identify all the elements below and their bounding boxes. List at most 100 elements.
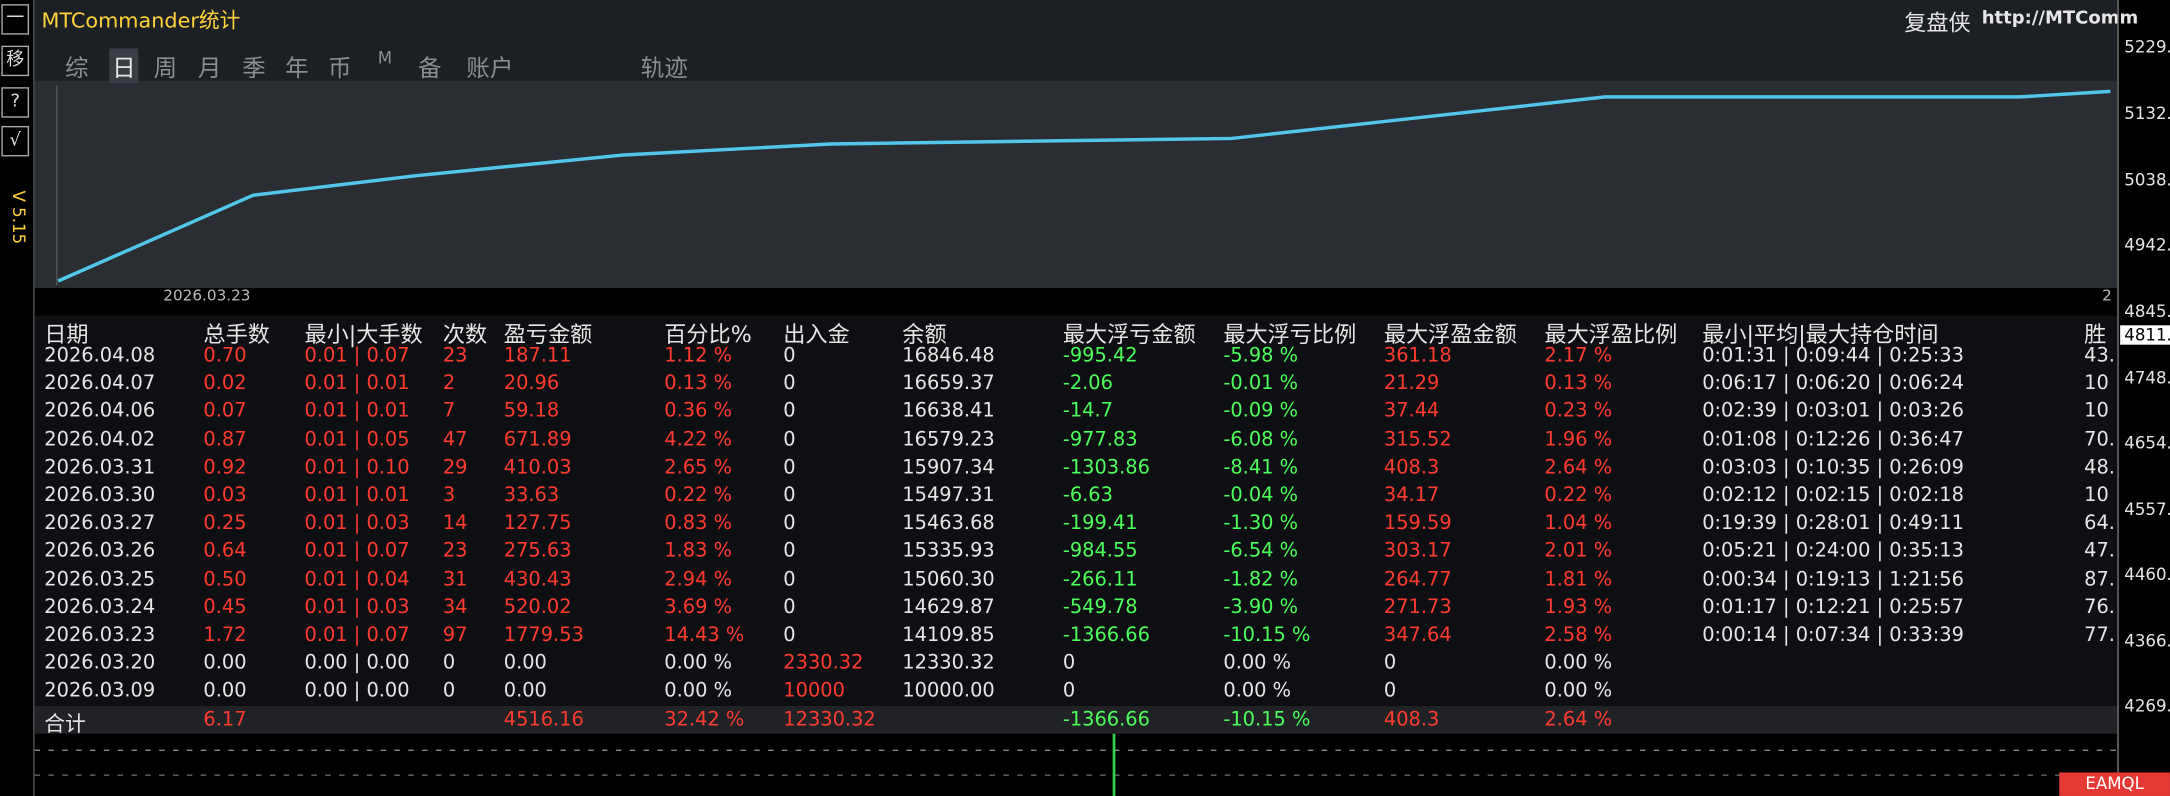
table-cell: -266.11 <box>1062 568 1138 591</box>
table-cell: 2.58 % <box>1544 624 1613 647</box>
table-cell: -1366.66 <box>1062 624 1150 647</box>
table-cell: 2026.03.27 <box>44 512 156 535</box>
price-label: 4811. <box>2120 325 2170 345</box>
side-button[interactable]: 移 <box>1 45 30 77</box>
table-cell: 0 <box>783 428 796 451</box>
column-header: 余额 <box>902 321 947 348</box>
equity-line <box>57 89 2111 283</box>
table-cell: 7 <box>442 400 456 423</box>
table-cell: 34.17 <box>1383 484 1440 507</box>
table-cell: 0.00 <box>203 652 247 675</box>
table-cell: 0 <box>783 400 796 423</box>
table-cell: -984.55 <box>1062 540 1138 563</box>
table-cell: 16659.37 <box>902 372 995 395</box>
table-cell: 0.87 <box>203 428 247 451</box>
table-cell: 0.01 | 0.04 <box>304 568 410 591</box>
table-cell: 347.64 <box>1383 624 1452 647</box>
table-cell: 2026.04.08 <box>44 344 156 367</box>
table-cell: 0 <box>783 512 796 535</box>
column-header: 最大浮亏金额 <box>1062 321 1196 348</box>
table-cell: 48. <box>2084 456 2115 479</box>
tab[interactable]: 轨迹 <box>640 55 688 84</box>
table-cell: 2026.03.20 <box>44 652 156 675</box>
price-label: 5229. <box>2124 37 2170 57</box>
tab[interactable]: M <box>377 48 393 68</box>
table-cell: -14.7 <box>1062 400 1113 423</box>
table-cell: 16846.48 <box>902 344 995 367</box>
table-cell: 0 <box>783 484 796 507</box>
column-header: 最大浮亏比例 <box>1223 321 1357 348</box>
price-label: 4269. <box>2124 696 2170 716</box>
table-cell: 15907.34 <box>902 456 995 479</box>
total-cell: 12330.32 <box>783 708 876 731</box>
price-label: 4942. <box>2124 235 2170 255</box>
tab[interactable]: 周 <box>153 55 178 84</box>
table-cell: 0.23 % <box>1544 400 1613 423</box>
table-cell: 31 <box>442 568 468 591</box>
table-cell: 0.01 | 0.07 <box>304 540 410 563</box>
table-cell: 187.11 <box>503 344 572 367</box>
tab[interactable]: 年 <box>285 55 309 84</box>
table-cell: 0.00 % <box>1544 652 1613 675</box>
axis-line <box>2117 0 2119 796</box>
table-cell: 0:00:34 | 0:19:13 | 1:21:56 <box>1702 568 1964 591</box>
table-cell: 0.70 <box>203 344 247 367</box>
table-cell: 0.92 <box>203 456 247 479</box>
table-cell: 1.93 % <box>1544 596 1613 619</box>
table-cell: -0.01 % <box>1223 372 1299 395</box>
brand: 复盘侠 <box>1904 9 1971 36</box>
table-cell: 0:06:17 | 0:06:20 | 0:06:24 <box>1702 372 1964 395</box>
table-cell: 87. <box>2084 568 2115 591</box>
tab[interactable]: 季 <box>242 55 266 84</box>
column-header: 百分比% <box>664 321 752 348</box>
table-cell: 2026.03.09 <box>44 680 156 703</box>
bottom-strip <box>34 733 2118 796</box>
table-cell: 0:02:12 | 0:02:15 | 0:02:18 <box>1702 484 1964 507</box>
table-cell: 14 <box>442 512 468 535</box>
total-cell: 合计 <box>44 711 86 737</box>
side-button[interactable]: ? <box>1 87 30 118</box>
table-cell: 16638.41 <box>902 400 995 423</box>
version: V 5.15 <box>8 190 29 245</box>
side-strip <box>0 0 35 796</box>
table-cell: 10 <box>2084 400 2109 423</box>
column-header: 最小|平均|最大持仓时间 <box>1702 321 1939 348</box>
table-cell: 0.01 | 0.01 <box>304 372 410 395</box>
table-cell: 37.44 <box>1383 400 1440 423</box>
column-header: 盈亏金额 <box>503 321 593 348</box>
table-cell: -6.08 % <box>1223 428 1299 451</box>
table-cell: 0.83 % <box>664 512 732 535</box>
table-cell: 1.96 % <box>1544 428 1613 451</box>
tab[interactable]: 备 <box>417 55 442 84</box>
tab[interactable]: 综 <box>65 55 89 84</box>
table-cell: 97 <box>442 624 468 647</box>
tab[interactable]: 日 <box>109 48 139 84</box>
table-cell: 0.13 % <box>664 372 732 395</box>
table-cell: 15497.31 <box>902 484 995 507</box>
tab[interactable]: 账户 <box>466 55 514 84</box>
table-cell: 264.77 <box>1383 568 1452 591</box>
table-bg <box>34 315 2118 734</box>
tab[interactable]: 币 <box>327 55 352 84</box>
column-header: 最小|大手数 <box>304 321 423 348</box>
table-cell: 2026.03.23 <box>44 624 156 647</box>
tab[interactable]: 月 <box>197 55 222 84</box>
table-cell: 2026.03.30 <box>44 484 156 507</box>
side-button[interactable]: √ <box>1 125 30 157</box>
table-cell: 1.72 <box>203 624 247 647</box>
table-cell: 0.25 <box>203 512 247 535</box>
table-cell: 14629.87 <box>902 596 995 619</box>
table-cell: 0.00 % <box>1223 652 1292 675</box>
table-cell: 0:05:21 | 0:24:00 | 0:35:13 <box>1702 540 1964 563</box>
table-cell: -1.30 % <box>1223 512 1299 535</box>
table-cell: 29 <box>442 456 468 479</box>
table-cell: -199.41 <box>1062 512 1138 535</box>
table-cell: 520.02 <box>503 596 572 619</box>
price-label: 4845. <box>2124 301 2170 322</box>
table-cell: 0.00 | 0.00 <box>304 680 410 703</box>
side-button[interactable]: 一 <box>1 4 30 35</box>
column-header: 次数 <box>442 321 488 348</box>
table-cell: 59.18 <box>503 400 560 423</box>
table-cell: 0.50 <box>203 568 247 591</box>
